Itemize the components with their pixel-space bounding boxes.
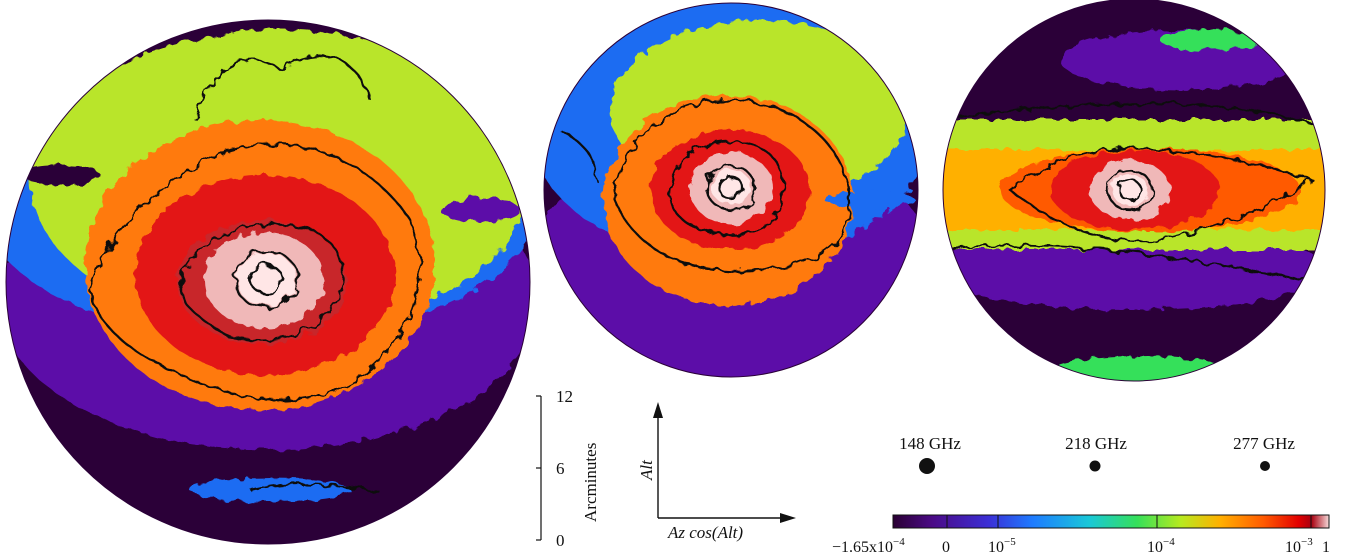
colorbar-tick-1e-3: 10−3 [1285,536,1313,554]
arcminute-scale-bar: 12 6 0 Arcminutes [536,387,600,550]
colorbar: −1.65x10−4 0 10−5 10−4 10−3 1 [832,514,1330,554]
colorbar-tick-1e-5: 10−5 [988,536,1016,554]
colorbar-tick-zero: 0 [942,539,950,554]
alt-axis-label: Alt [637,459,656,481]
scale-bar-label: Arcminutes [581,443,600,522]
beam-label-277: 277 GHz [1233,434,1295,453]
az-axis-label: Az cos(Alt) [667,523,743,542]
218-ghz-beam-map [543,2,919,378]
axes-indicator: Alt Az cos(Alt) [637,402,796,542]
az-arrow-icon [780,513,796,523]
beam-dot-277 [1260,461,1270,471]
colorbar-tick-min: −1.65x10−4 [832,536,905,554]
beam-dot-218 [1089,460,1101,472]
beam-label-148: 148 GHz [899,434,961,453]
colorbar-gradient [892,514,1330,529]
beam-dot-148 [919,458,935,474]
scale-tick-0: 0 [556,531,565,550]
beam-label-218: 218 GHz [1065,434,1127,453]
scale-tick-6: 6 [556,459,565,478]
alt-arrow-icon [653,402,663,418]
148-ghz-beam-map [5,19,531,545]
colorbar-tick-1e-4: 10−4 [1147,536,1175,554]
colorbar-tick-max: 1 [1322,539,1330,554]
277-ghz-beam-map [942,0,1326,382]
beam-size-legend: 148 GHz 218 GHz 277 GHz [899,434,1295,474]
scale-tick-12: 12 [556,387,573,406]
